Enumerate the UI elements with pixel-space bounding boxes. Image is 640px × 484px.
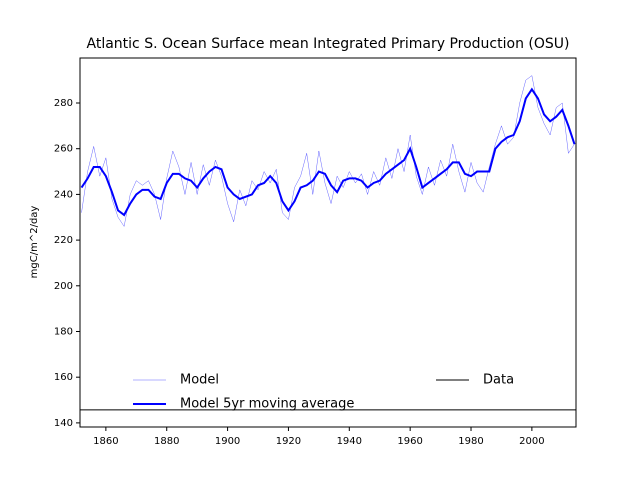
plot-frame [79, 57, 577, 428]
legend-label: Data [483, 373, 514, 388]
y-tick-label: 140 [54, 418, 73, 429]
y-tick-label: 220 [54, 235, 73, 246]
y-tick-label: 180 [54, 326, 73, 337]
y-tick-label: 200 [54, 281, 73, 292]
legend-label: Model [180, 373, 219, 388]
x-tick-label: 2000 [519, 436, 544, 447]
x-tick-label: 1980 [458, 436, 483, 447]
legend-label: Model 5yr moving average [180, 397, 354, 412]
y-axis-label: mgC/m^2/day [29, 206, 40, 279]
y-tick-label: 240 [54, 189, 73, 200]
series-line [80, 87, 576, 217]
y-tick-label: 280 [54, 98, 73, 109]
y-tick-label: 160 [54, 372, 73, 383]
x-tick-label: 1960 [397, 436, 422, 447]
x-tick-label: 1940 [337, 436, 362, 447]
x-tick-label: 1900 [215, 436, 240, 447]
x-tick-label: 1920 [276, 436, 301, 447]
x-tick-label: 1880 [154, 436, 179, 447]
chart-title: Atlantic S. Ocean Surface mean Integrate… [87, 36, 570, 52]
y-tick-label: 260 [54, 144, 73, 155]
series-line [81, 75, 575, 228]
x-tick-label: 1860 [93, 436, 118, 447]
